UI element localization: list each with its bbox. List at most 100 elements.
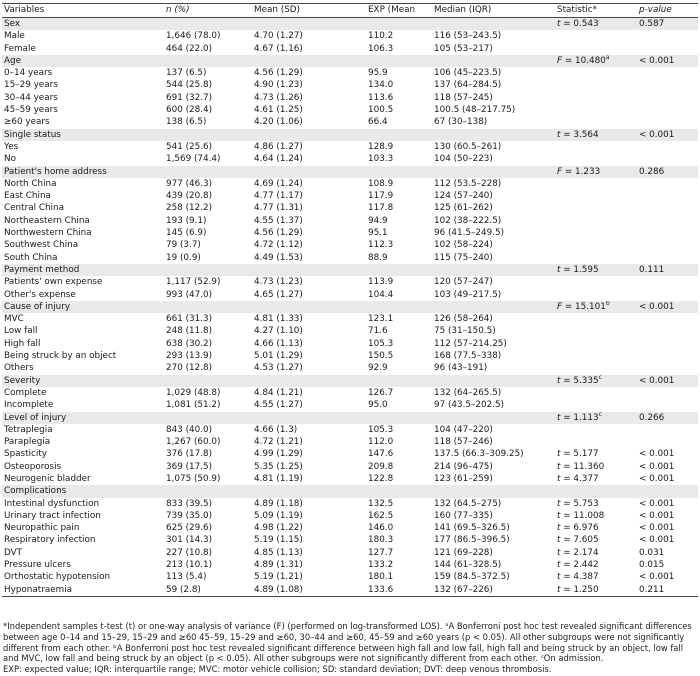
cell-median-iqr: 103 (49–217.5) xyxy=(432,289,555,301)
table-row: Others 270 (12.8) 4.53 (1.27) 92.9 96 (43–19… xyxy=(2,362,698,374)
row-label-text: Being struck by an object xyxy=(4,351,117,362)
cell-statistic: t = 6.976 xyxy=(555,522,637,534)
statistic-symbol: t xyxy=(557,535,561,546)
table-row: MVC 661 (31.3) 4.81 (1.33) 123.1 126 (58–264… xyxy=(2,313,698,325)
cell-exp: 71.6 xyxy=(366,325,432,337)
cell-median-iqr: 144 (61–328.5) xyxy=(432,559,555,571)
cell-n-text: 293 (13.9) xyxy=(166,351,213,362)
cell-n: 843 (40.0) xyxy=(164,424,252,436)
statistic-symbol: t xyxy=(557,510,561,521)
cell-median-iqr-text: 132 (64.5–275) xyxy=(434,498,502,509)
cell-exp-text: 146.0 xyxy=(368,523,394,534)
section-label: Sex xyxy=(2,17,164,31)
cell-mean-sd-text: 4.66 (1.3) xyxy=(254,424,298,435)
cell-statistic xyxy=(555,104,637,116)
cell-n xyxy=(164,263,252,277)
section-label: Payment method xyxy=(2,263,164,277)
row-label-text: Other's expense xyxy=(4,289,76,300)
row-label-text: Southwest China xyxy=(4,240,79,251)
table-row: Northeastern China 193 (9.1) 4.55 (1.37) 94… xyxy=(2,215,698,227)
cell-median-iqr: 214 (96–475) xyxy=(432,461,555,473)
cell-mean-sd-text: 5.09 (1.19) xyxy=(254,510,303,521)
cell-n: 59 (2.8) xyxy=(164,583,252,597)
table-row: Paraplegia 1,267 (60.0) 4.72 (1.21) 112.0 11… xyxy=(2,436,698,448)
cell-median-iqr: 112 (57–214.25) xyxy=(432,338,555,350)
cell-exp-text: 95.1 xyxy=(368,228,388,239)
cell-mean-sd-text: 4.49 (1.53) xyxy=(254,252,303,263)
cell-mean-sd: 4.55 (1.27) xyxy=(252,399,366,411)
cell-mean-sd-text: 4.73 (1.23) xyxy=(254,277,303,288)
statistic-footnote-mark: c xyxy=(598,374,602,381)
statistic-symbol: F xyxy=(557,55,563,66)
cell-n-text: 977 (46.3) xyxy=(166,178,213,189)
cell-exp-text: 150.5 xyxy=(368,351,394,362)
section-label-text: Level of injury xyxy=(4,412,67,423)
cell-n: 625 (29.6) xyxy=(164,522,252,534)
cell-mean-sd-text: 4.85 (1.13) xyxy=(254,547,303,558)
cell-median-iqr-text: 102 (38–222.5) xyxy=(434,215,502,226)
cell-statistic xyxy=(555,313,637,325)
cell-p-value-text: < 0.001 xyxy=(639,129,675,140)
row-label: Orthostatic hypotension xyxy=(2,571,164,583)
cell-statistic xyxy=(555,289,637,301)
cell-exp xyxy=(366,165,432,178)
cell-exp: 150.5 xyxy=(366,350,432,362)
table-row: High fall 638 (30.2) 4.66 (1.13) 105.3 112 (… xyxy=(2,338,698,350)
cell-mean-sd: 4.70 (1.27) xyxy=(252,30,366,42)
cell-p-value-text: < 0.001 xyxy=(639,473,675,484)
cell-p-value: 0.587 xyxy=(637,17,698,31)
cell-median-iqr: 75 (31–150.5) xyxy=(432,325,555,337)
cell-statistic xyxy=(555,325,637,337)
row-label-text: 30–44 years xyxy=(4,92,58,103)
header-n-pct: n (%) xyxy=(164,3,252,18)
footnote-abbreviations: EXP: expected value; IQR: interquartile … xyxy=(3,664,552,675)
section-label-text: Patient's home address xyxy=(4,166,107,177)
cell-exp: 147.6 xyxy=(366,448,432,460)
cell-median-iqr: 104 (50–223) xyxy=(432,153,555,165)
statistic-symbol: t xyxy=(557,264,561,275)
cell-n-text: 1,117 (52.9) xyxy=(166,277,221,288)
table-row: Pressure ulcers 213 (10.1) 4.89 (1.31) 133.… xyxy=(2,559,698,571)
cell-p-value xyxy=(637,436,698,448)
cell-exp xyxy=(366,374,432,387)
header-statistic: Statistic* xyxy=(555,3,637,18)
cell-median-iqr-text: 137 (64–284.5) xyxy=(434,80,502,91)
cell-median-iqr: 168 (77.5–338) xyxy=(432,350,555,362)
cell-n-text: 193 (9.1) xyxy=(166,215,207,226)
cell-n: 376 (17.8) xyxy=(164,448,252,460)
cell-n xyxy=(164,374,252,387)
cell-n: 79 (3.7) xyxy=(164,239,252,251)
cell-p-value-text: 0.111 xyxy=(639,264,665,275)
table-row: Spasticity 376 (17.8) 4.99 (1.29) 147.6 137.… xyxy=(2,448,698,460)
cell-exp: 103.3 xyxy=(366,153,432,165)
cell-median-iqr: 102 (38–222.5) xyxy=(432,215,555,227)
section-label-text: Complications xyxy=(4,486,67,497)
cell-n-text: 625 (29.6) xyxy=(166,523,213,534)
row-label: Hyponatraemia xyxy=(2,583,164,597)
statistic-symbol: t xyxy=(557,473,561,484)
cell-mean-sd: 4.90 (1.23) xyxy=(252,79,366,91)
cell-mean-sd-text: 4.53 (1.27) xyxy=(254,363,303,374)
cell-mean-sd: 5.01 (1.29) xyxy=(252,350,366,362)
cell-p-value xyxy=(637,399,698,411)
cell-n-text: 833 (39.5) xyxy=(166,498,213,509)
cell-median-iqr-text: 96 (41.5–249.5) xyxy=(434,228,505,239)
cell-n: 248 (11.8) xyxy=(164,325,252,337)
cell-statistic xyxy=(555,43,637,55)
cell-exp: 95.9 xyxy=(366,67,432,79)
section-row: Sex t = 0.543 0.587 xyxy=(2,17,698,31)
cell-n-text: 1,081 (51.2) xyxy=(166,400,221,411)
cell-statistic xyxy=(555,67,637,79)
cell-exp xyxy=(366,485,432,498)
cell-median-iqr xyxy=(432,485,555,498)
cell-n: 193 (9.1) xyxy=(164,215,252,227)
cell-median-iqr-text: 67 (30–138) xyxy=(434,117,488,128)
cell-median-iqr-text: 120 (57–247) xyxy=(434,277,493,288)
cell-mean-sd-text: 4.27 (1.10) xyxy=(254,326,303,337)
cell-exp-text: 106.3 xyxy=(368,43,394,54)
cell-n-text: 993 (47.0) xyxy=(166,289,213,300)
cell-p-value xyxy=(637,202,698,214)
cell-exp-text: 180.1 xyxy=(368,572,394,583)
row-label-text: 0–14 years xyxy=(4,68,53,79)
statistic-symbol: t xyxy=(557,572,561,583)
